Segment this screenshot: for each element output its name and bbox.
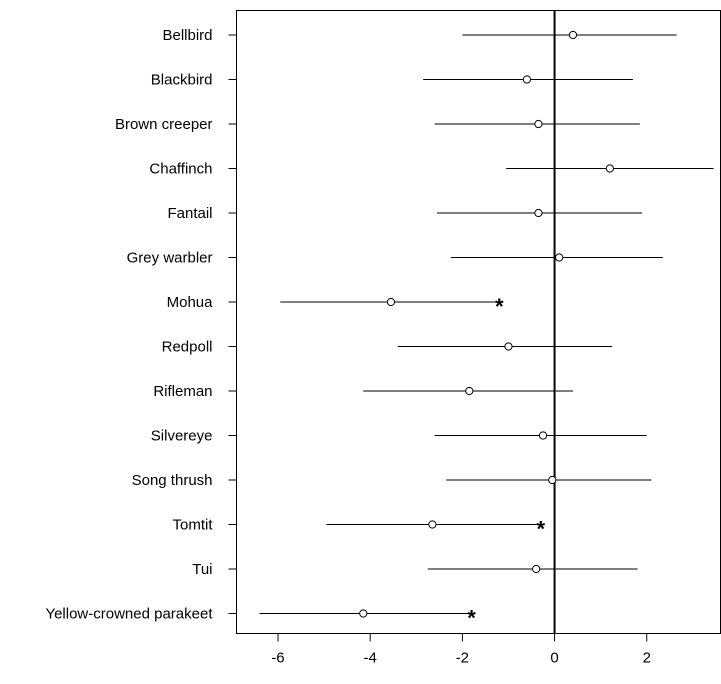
category-label: Tomtit — [172, 517, 213, 534]
estimate-point — [548, 475, 557, 485]
significance-star: * — [495, 294, 504, 319]
category-label: Fantail — [167, 205, 212, 222]
plot-frame — [236, 10, 721, 634]
estimate-point — [359, 609, 368, 618]
category-label: Silvereye — [151, 428, 213, 445]
estimate-point — [532, 564, 541, 574]
category-label: Tui — [192, 561, 212, 578]
category-label: Song thrush — [132, 472, 213, 489]
significance-star: * — [536, 517, 545, 542]
estimate-point — [568, 30, 578, 40]
estimate-point — [465, 386, 474, 396]
category-label: Chaffinch — [149, 161, 212, 178]
estimate-point — [534, 208, 543, 218]
estimate-point — [428, 520, 437, 529]
data-marks: * * * — [259, 10, 714, 634]
estimate-point — [522, 75, 532, 84]
estimate-point — [504, 342, 513, 351]
estimate-point — [555, 253, 564, 262]
x-tick-label: -6 — [271, 650, 284, 667]
x-tick-label: 2 — [643, 650, 651, 667]
category-label: Mohua — [167, 294, 214, 311]
category-label: Grey warbler — [127, 250, 213, 267]
estimate-point — [386, 297, 396, 307]
significance-star: * — [467, 606, 476, 631]
x-tick-label: -4 — [364, 650, 377, 667]
category-label: Redpoll — [162, 339, 213, 356]
estimate-point — [534, 119, 543, 129]
category-label: Rifleman — [153, 383, 212, 400]
category-label: Bellbird — [162, 27, 212, 44]
x-tick-label: 0 — [550, 650, 558, 667]
category-axis: Bellbird Blackbird Brown creeper Chaffinch F… — [45, 27, 237, 623]
x-tick-label: -2 — [456, 650, 469, 667]
category-label: Brown creeper — [115, 116, 213, 133]
x-axis: -6 -4 -2 0 2 — [271, 633, 651, 667]
estimate-point — [605, 164, 614, 173]
estimate-point — [538, 431, 548, 440]
category-label: Blackbird — [151, 72, 213, 89]
category-label: Yellow-crowned parakeet — [45, 606, 213, 623]
